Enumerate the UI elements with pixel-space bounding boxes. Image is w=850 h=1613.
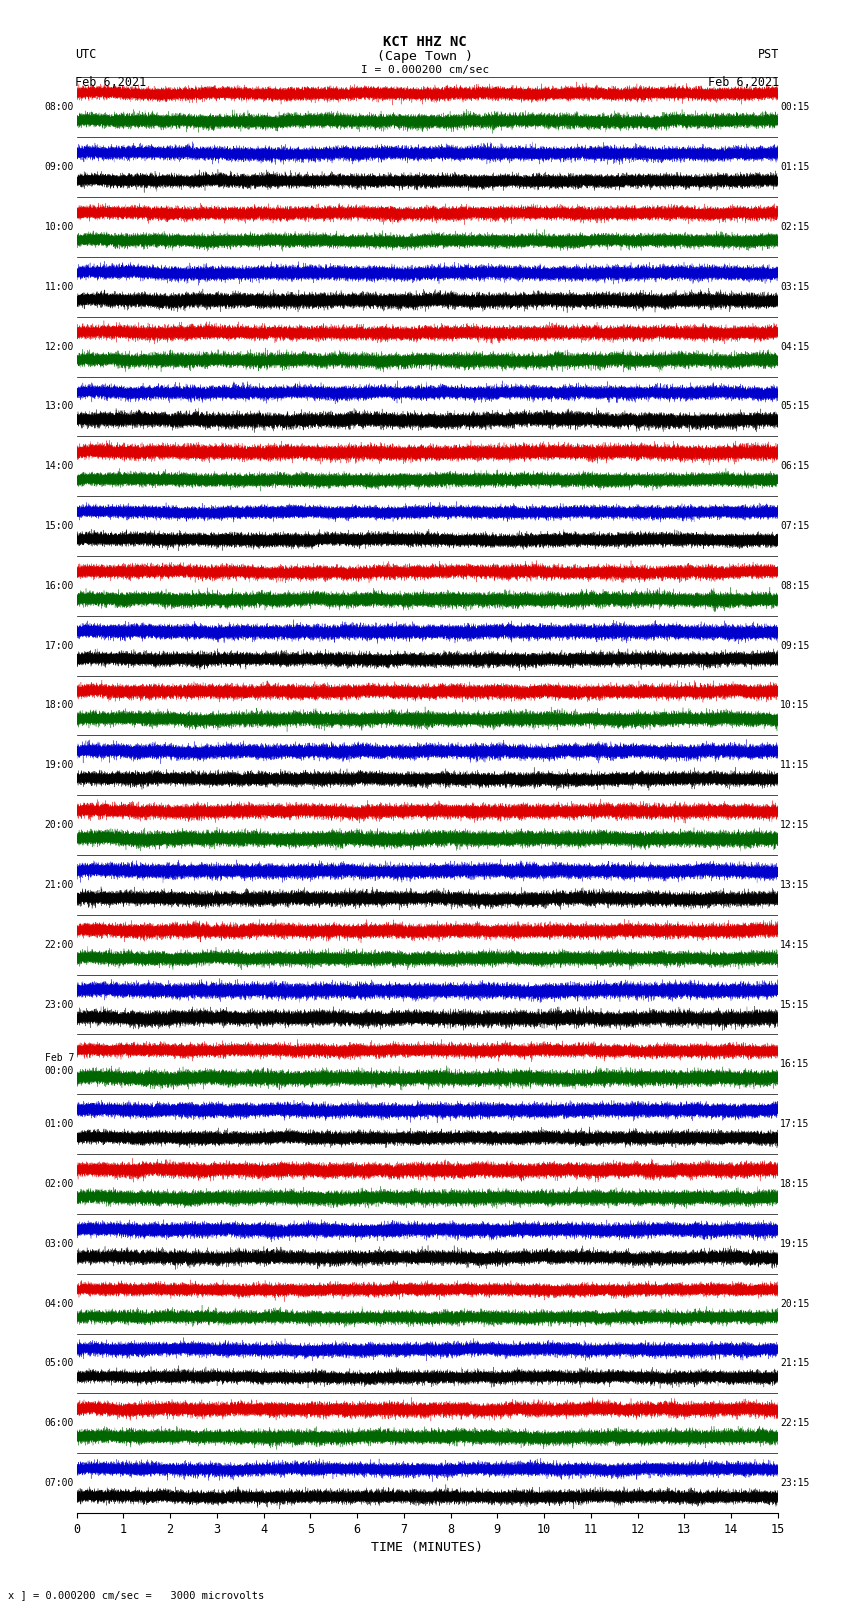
Text: x ] = 0.000200 cm/sec =   3000 microvolts: x ] = 0.000200 cm/sec = 3000 microvolts <box>8 1590 264 1600</box>
Text: 14:15: 14:15 <box>780 940 810 950</box>
Text: 12:15: 12:15 <box>780 819 810 831</box>
Text: 05:00: 05:00 <box>44 1358 74 1368</box>
Text: 23:15: 23:15 <box>780 1478 810 1489</box>
Text: 00:00: 00:00 <box>44 1066 74 1076</box>
Text: 01:00: 01:00 <box>44 1119 74 1129</box>
Text: 10:15: 10:15 <box>780 700 810 710</box>
Text: 17:15: 17:15 <box>780 1119 810 1129</box>
X-axis label: TIME (MINUTES): TIME (MINUTES) <box>371 1542 483 1555</box>
Text: 13:15: 13:15 <box>780 881 810 890</box>
Text: 21:15: 21:15 <box>780 1358 810 1368</box>
Text: KCT HHZ NC: KCT HHZ NC <box>383 35 467 50</box>
Text: Feb 7: Feb 7 <box>44 1053 74 1063</box>
Text: 05:15: 05:15 <box>780 402 810 411</box>
Text: 06:15: 06:15 <box>780 461 810 471</box>
Text: 07:15: 07:15 <box>780 521 810 531</box>
Text: 09:00: 09:00 <box>44 163 74 173</box>
Text: Feb 6,2021: Feb 6,2021 <box>708 76 779 89</box>
Text: 20:15: 20:15 <box>780 1298 810 1308</box>
Text: 06:00: 06:00 <box>44 1418 74 1428</box>
Text: 10:00: 10:00 <box>44 223 74 232</box>
Text: 19:15: 19:15 <box>780 1239 810 1248</box>
Text: 15:15: 15:15 <box>780 1000 810 1010</box>
Text: Feb 6,2021: Feb 6,2021 <box>75 76 146 89</box>
Text: 18:00: 18:00 <box>44 700 74 710</box>
Text: 22:15: 22:15 <box>780 1418 810 1428</box>
Text: 15:00: 15:00 <box>44 521 74 531</box>
Text: 19:00: 19:00 <box>44 760 74 771</box>
Text: 08:00: 08:00 <box>44 102 74 113</box>
Text: 04:15: 04:15 <box>780 342 810 352</box>
Text: 11:00: 11:00 <box>44 282 74 292</box>
Text: 14:00: 14:00 <box>44 461 74 471</box>
Text: 17:00: 17:00 <box>44 640 74 650</box>
Text: 16:15: 16:15 <box>780 1060 810 1069</box>
Text: 20:00: 20:00 <box>44 819 74 831</box>
Text: (Cape Town ): (Cape Town ) <box>377 50 473 63</box>
Text: 11:15: 11:15 <box>780 760 810 771</box>
Text: PST: PST <box>758 48 779 61</box>
Text: 13:00: 13:00 <box>44 402 74 411</box>
Text: 03:00: 03:00 <box>44 1239 74 1248</box>
Text: I = 0.000200 cm/sec: I = 0.000200 cm/sec <box>361 65 489 74</box>
Text: 18:15: 18:15 <box>780 1179 810 1189</box>
Text: 07:00: 07:00 <box>44 1478 74 1489</box>
Text: 09:15: 09:15 <box>780 640 810 650</box>
Text: 16:00: 16:00 <box>44 581 74 590</box>
Text: 00:15: 00:15 <box>780 102 810 113</box>
Text: 12:00: 12:00 <box>44 342 74 352</box>
Text: 08:15: 08:15 <box>780 581 810 590</box>
Text: 23:00: 23:00 <box>44 1000 74 1010</box>
Text: UTC: UTC <box>75 48 96 61</box>
Text: 02:15: 02:15 <box>780 223 810 232</box>
Text: 03:15: 03:15 <box>780 282 810 292</box>
Text: 04:00: 04:00 <box>44 1298 74 1308</box>
Text: 22:00: 22:00 <box>44 940 74 950</box>
Text: 21:00: 21:00 <box>44 881 74 890</box>
Text: 02:00: 02:00 <box>44 1179 74 1189</box>
Text: 01:15: 01:15 <box>780 163 810 173</box>
